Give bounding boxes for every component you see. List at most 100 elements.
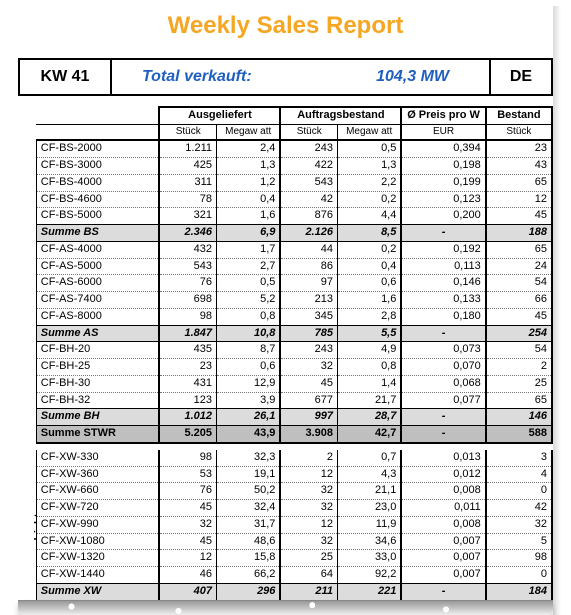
stock-pcs: 184	[486, 583, 552, 600]
sales-report-page: Weekly Sales Report KW 41 Total verkauft…	[0, 0, 571, 615]
stock-pcs: 45	[486, 308, 552, 325]
orders-pcs: 32	[280, 359, 337, 376]
stock-pcs: 588	[486, 426, 552, 443]
delivered-pcs: 32	[159, 516, 216, 533]
orders-pcs: 44	[280, 241, 337, 258]
stock-pcs: 54	[486, 275, 552, 292]
orders-pcs: 86	[280, 258, 337, 275]
product-name: CF-XW-360	[36, 466, 159, 483]
delivered-mw: 1,3	[217, 158, 281, 175]
delivered-mw: 296	[217, 583, 281, 600]
avg-price: 0,133	[401, 292, 485, 309]
orders-mw: 92,2	[337, 567, 401, 584]
col-group-delivered: Ausgeliefert	[159, 107, 280, 124]
product-name: Summe STWR	[36, 426, 159, 443]
table-row: CF-XW-7204532,43223,00,01142	[18, 500, 552, 517]
table-row: CF-BH-204358,72434,90,07354	[18, 342, 552, 359]
orders-mw: 2,2	[337, 174, 401, 191]
orders-mw: 21,1	[337, 483, 401, 500]
stock-pcs: 42	[486, 500, 552, 517]
table-row: CF-AS-8000980,83452,80,18045	[18, 308, 552, 325]
orders-pcs: 42	[280, 191, 337, 208]
avg-price: 0,146	[401, 275, 485, 292]
orders-pcs: 12	[280, 516, 337, 533]
stock-pcs: 12	[486, 191, 552, 208]
orders-pcs: 64	[280, 567, 337, 584]
orders-mw: 1,3	[337, 158, 401, 175]
avg-price: 0,013	[401, 450, 485, 466]
delivered-mw: 31,7	[217, 516, 281, 533]
product-name: CF-AS-6000	[36, 275, 159, 292]
orders-pcs: 12	[280, 466, 337, 483]
avg-price: 0,198	[401, 158, 485, 175]
delivered-pcs: 698	[159, 292, 216, 309]
delivered-mw: 2,4	[217, 140, 281, 157]
orders-pcs: 243	[280, 342, 337, 359]
delivered-mw: 50,2	[217, 483, 281, 500]
stock-pcs: 3	[486, 450, 552, 466]
table-row: CF-XW-3605319,1124,30,0124	[18, 466, 552, 483]
orders-mw: 34,6	[337, 533, 401, 550]
col-delivered-mw: Megaw att	[217, 124, 281, 140]
avg-price: 0,180	[401, 308, 485, 325]
delivered-pcs: 1.012	[159, 409, 216, 426]
table-row: CF-AS-74006985,22131,60,13366	[18, 292, 552, 309]
delivered-mw: 5,2	[217, 292, 281, 309]
orders-mw: 8,5	[337, 225, 401, 242]
table-row: CF-XW-6607650,23221,10,0080	[18, 483, 552, 500]
orders-mw: 33,0	[337, 550, 401, 567]
table-row: CF-XW-9903231,71211,90,00832	[18, 516, 552, 533]
delivered-mw: 0,5	[217, 275, 281, 292]
product-name: CF-BH-25	[36, 359, 159, 376]
delivered-pcs: 12	[159, 550, 216, 567]
delivered-pcs: 1.211	[159, 140, 216, 157]
orders-pcs: 345	[280, 308, 337, 325]
product-name: CF-XW-660	[36, 483, 159, 500]
table-row: Summe AS1.84710,87855,5-254	[18, 325, 552, 342]
table-row: elrichterCF-XW-3309832,320,70,0133	[18, 450, 552, 466]
delivered-mw: 6,9	[217, 225, 281, 242]
summary-header: KW 41 Total verkauft: 104,3 MW DE	[18, 58, 553, 96]
orders-mw: 28,7	[337, 409, 401, 426]
stock-pcs: 23	[486, 140, 552, 157]
stock-pcs: 65	[486, 392, 552, 409]
avg-price: 0,007	[401, 567, 485, 584]
delivered-mw: 3,9	[217, 392, 281, 409]
delivered-mw: 19,1	[217, 466, 281, 483]
delivered-pcs: 2.346	[159, 225, 216, 242]
orders-mw: 0,4	[337, 258, 401, 275]
table-row: CF-BS-30004251,34221,30,19843	[18, 158, 552, 175]
delivered-mw: 10,8	[217, 325, 281, 342]
delivered-mw: 26,1	[217, 409, 281, 426]
group-header-row: Ausgeliefert Auftragsbestand Ø Preis pro…	[18, 107, 552, 124]
delivered-pcs: 123	[159, 392, 216, 409]
orders-mw: 4,4	[337, 208, 401, 225]
delivered-pcs: 46	[159, 567, 216, 584]
orders-mw: 2,8	[337, 308, 401, 325]
product-name: CF-XW-990	[36, 516, 159, 533]
table-row: Summe XW407296211221-184	[18, 583, 552, 600]
product-name: CF-BS-3000	[36, 158, 159, 175]
section-side-label: Stringwechselrichter	[18, 140, 36, 443]
avg-price: 0,073	[401, 342, 485, 359]
orders-mw: 5,5	[337, 325, 401, 342]
col-orders-mw: Megaw att	[337, 124, 401, 140]
delivered-mw: 15,8	[217, 550, 281, 567]
table-row: CF-AS-40004321,7440,20,19265	[18, 241, 552, 258]
stock-pcs: 4	[486, 466, 552, 483]
orders-mw: 1,4	[337, 375, 401, 392]
product-name: Summe BH	[36, 409, 159, 426]
avg-price: 0,008	[401, 483, 485, 500]
delivered-mw: 1,7	[217, 241, 281, 258]
orders-pcs: 422	[280, 158, 337, 175]
delivered-pcs: 76	[159, 483, 216, 500]
orders-mw: 11,9	[337, 516, 401, 533]
avg-price: 0,008	[401, 516, 485, 533]
delivered-pcs: 45	[159, 533, 216, 550]
total-sold-value: 104,3 MW	[376, 68, 449, 86]
orders-mw: 0,2	[337, 191, 401, 208]
orders-mw: 0,6	[337, 275, 401, 292]
orders-pcs: 677	[280, 392, 337, 409]
delivered-mw: 2,7	[217, 258, 281, 275]
orders-pcs: 2.126	[280, 225, 337, 242]
